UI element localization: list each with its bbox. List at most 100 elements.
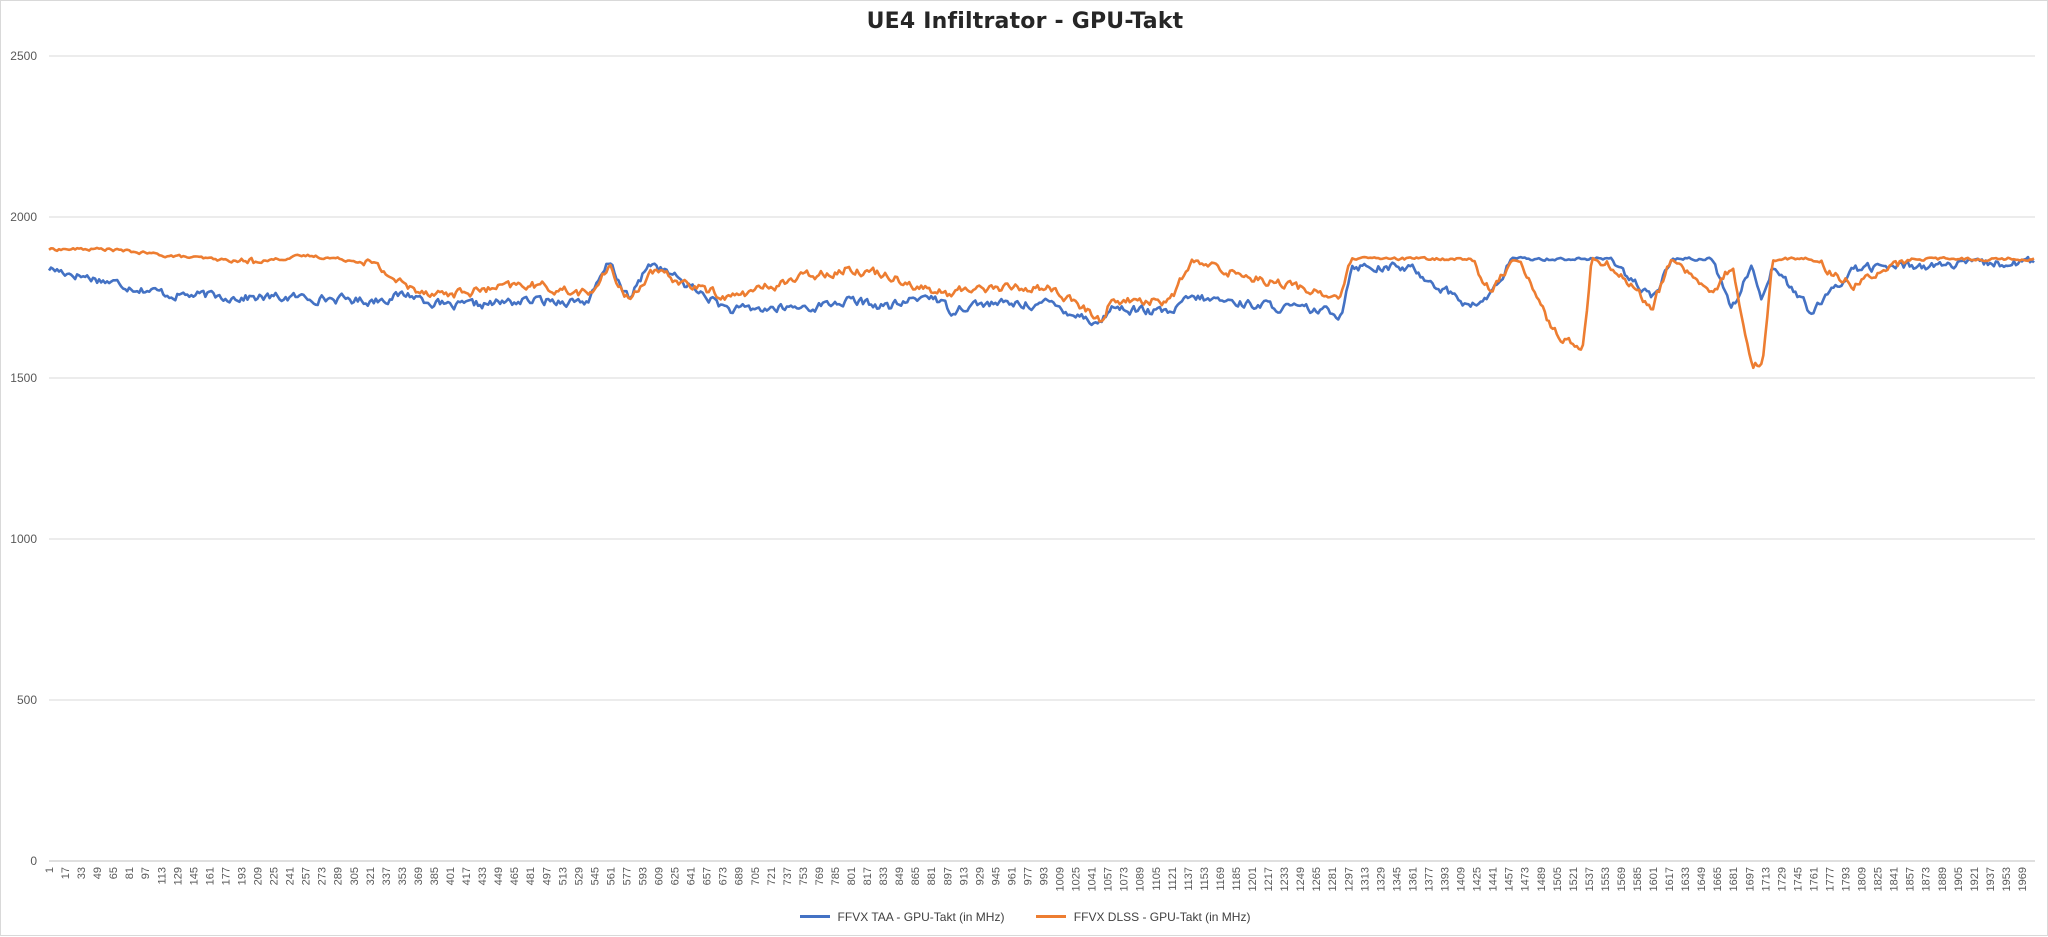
x-tick-label-1137: 1137	[1183, 867, 1195, 891]
x-tick-label-1345: 1345	[1391, 867, 1403, 891]
x-tick-label-1809: 1809	[1857, 867, 1869, 891]
x-tick-label-545: 545	[589, 867, 601, 885]
x-tick-label-1425: 1425	[1472, 867, 1484, 891]
x-tick-label-913: 913	[958, 867, 970, 885]
x-tick-label-113: 113	[156, 867, 168, 885]
x-tick-label-561: 561	[605, 867, 617, 885]
x-tick-label-1761: 1761	[1808, 867, 1820, 891]
x-tick-label-401: 401	[445, 867, 457, 885]
x-tick-label-1521: 1521	[1568, 867, 1580, 891]
x-tick-label-1617: 1617	[1664, 867, 1676, 891]
x-tick-label-577: 577	[621, 867, 633, 885]
x-tick-label-497: 497	[541, 867, 553, 885]
x-tick-label-1153: 1153	[1199, 867, 1211, 891]
x-tick-label-1777: 1777	[1824, 867, 1836, 891]
x-tick-label-17: 17	[60, 867, 72, 879]
series-line-0	[47, 255, 2035, 327]
x-tick-label-129: 129	[172, 867, 184, 885]
x-tick-label-769: 769	[814, 867, 826, 885]
x-tick-label-145: 145	[188, 867, 200, 885]
x-tick-label-1041: 1041	[1087, 867, 1099, 891]
x-tick-label-1489: 1489	[1536, 867, 1548, 891]
x-tick-label-529: 529	[573, 867, 585, 885]
x-tick-label-1329: 1329	[1375, 867, 1387, 891]
x-tick-label-1841: 1841	[1889, 867, 1901, 891]
x-tick-label-721: 721	[766, 867, 778, 885]
x-tick-label-1601: 1601	[1648, 867, 1660, 891]
x-tick-label-1089: 1089	[1135, 867, 1147, 891]
series-line-1	[48, 246, 2035, 370]
x-tick-label-1217: 1217	[1263, 867, 1275, 891]
x-tick-label-833: 833	[878, 867, 890, 885]
x-tick-label-1569: 1569	[1616, 867, 1628, 891]
x-tick-label-1105: 1105	[1151, 867, 1163, 891]
x-tick-label-945: 945	[990, 867, 1002, 885]
y-tick-label-0: 0	[30, 854, 37, 868]
x-tick-label-1377: 1377	[1423, 867, 1435, 891]
x-tick-label-273: 273	[317, 867, 329, 885]
x-tick-label-1889: 1889	[1937, 867, 1949, 891]
x-tick-label-1713: 1713	[1760, 867, 1772, 891]
y-tick-label-1000: 1000	[10, 532, 37, 546]
x-tick-label-993: 993	[1039, 867, 1051, 885]
x-tick-label-657: 657	[702, 867, 714, 885]
x-tick-label-753: 753	[798, 867, 810, 885]
legend-label-dlss: FFVX DLSS - GPU-Takt (in MHz)	[1073, 909, 1251, 924]
x-tick-label-1073: 1073	[1119, 867, 1131, 891]
x-tick-label-33: 33	[76, 867, 88, 879]
x-tick-label-961: 961	[1006, 867, 1018, 885]
x-tick-label-289: 289	[333, 867, 345, 885]
x-tick-label-849: 849	[894, 867, 906, 885]
x-tick-label-1953: 1953	[2001, 867, 2013, 891]
x-axis: 1 17 33 49 65 81 97 113 129 145 161 177 193 209 225 241…	[44, 860, 2035, 891]
x-tick-label-1681: 1681	[1728, 867, 1740, 891]
gridlines	[49, 55, 2035, 862]
x-tick-label-1169: 1169	[1215, 867, 1227, 891]
x-tick-label-1633: 1633	[1680, 867, 1692, 891]
y-axis-ticks: 0 500 1000 1500 2000 2500	[10, 49, 37, 868]
x-tick-label-305: 305	[349, 867, 361, 885]
x-tick-label-1057: 1057	[1103, 867, 1115, 891]
x-tick-label-1793: 1793	[1841, 867, 1853, 891]
legend-swatch-dlss	[1035, 915, 1066, 918]
x-tick-label-1905: 1905	[1953, 867, 1965, 891]
chart-title: UE4 Infiltrator - GPU-Takt	[866, 9, 1184, 34]
x-tick-label-481: 481	[525, 867, 537, 885]
x-tick-label-1745: 1745	[1792, 867, 1804, 891]
x-tick-label-417: 417	[461, 867, 473, 885]
x-tick-label-161: 161	[204, 867, 216, 885]
x-tick-label-449: 449	[493, 867, 505, 885]
x-tick-label-65: 65	[108, 867, 120, 879]
legend-swatch-taa	[799, 915, 830, 918]
x-tick-label-177: 177	[220, 867, 232, 885]
x-tick-label-929: 929	[974, 867, 986, 885]
x-tick-label-81: 81	[124, 867, 136, 879]
x-tick-label-1185: 1185	[1231, 867, 1243, 891]
x-tick-label-1921: 1921	[1969, 867, 1981, 891]
x-tick-label-673: 673	[718, 867, 730, 885]
x-tick-label-1409: 1409	[1456, 867, 1468, 891]
x-tick-label-433: 433	[477, 867, 489, 885]
x-tick-label-641: 641	[686, 867, 698, 885]
legend: FFVX TAA - GPU-Takt (in MHz) FFVX DLSS -…	[1, 907, 2048, 924]
x-tick-label-193: 193	[236, 867, 248, 885]
y-tick-label-1500: 1500	[10, 371, 37, 385]
x-tick-label-1265: 1265	[1311, 867, 1323, 891]
legend-label-taa: FFVX TAA - GPU-Takt (in MHz)	[837, 909, 1005, 924]
x-tick-label-225: 225	[269, 867, 281, 885]
x-tick-label-1665: 1665	[1712, 867, 1724, 891]
x-tick-label-705: 705	[750, 867, 762, 885]
x-tick-label-1249: 1249	[1295, 867, 1307, 891]
x-tick-label-737: 737	[782, 867, 794, 885]
x-tick-label-1233: 1233	[1279, 867, 1291, 891]
x-tick-label-817: 817	[862, 867, 874, 885]
x-tick-label-1873: 1873	[1921, 867, 1933, 891]
x-tick-label-1585: 1585	[1632, 867, 1644, 891]
x-tick-label-49: 49	[92, 867, 104, 879]
x-tick-label-1393: 1393	[1440, 867, 1452, 891]
y-tick-label-2000: 2000	[10, 210, 37, 224]
x-tick-label-609: 609	[654, 867, 666, 885]
x-tick-label-1969: 1969	[2017, 867, 2029, 891]
x-tick-label-465: 465	[509, 867, 521, 885]
